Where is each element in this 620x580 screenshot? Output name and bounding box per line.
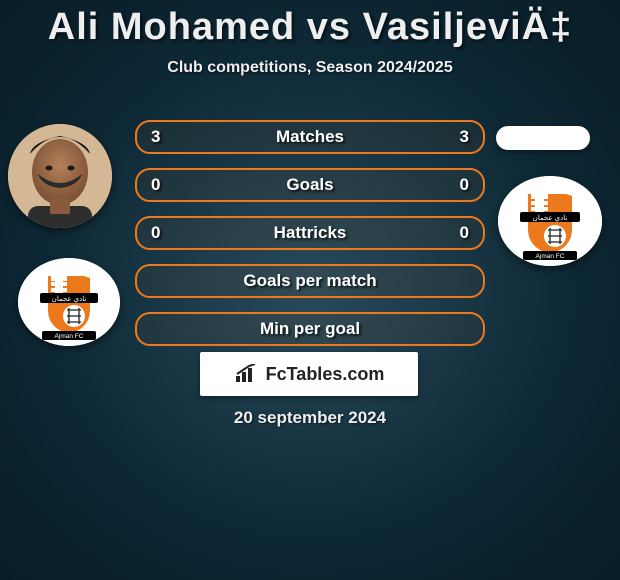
stat-label: Matches [276, 127, 344, 147]
page-title: Ali Mohamed vs VasiljeviÄ‡ [0, 0, 620, 49]
stat-label: Goals [286, 175, 333, 195]
club-label-ar: نادي عجمان [52, 295, 87, 303]
stat-label: Goals per match [243, 271, 376, 291]
stat-row-hattricks: 0 Hattricks 0 [135, 216, 485, 250]
watermark-badge: FcTables.com [200, 352, 418, 396]
player-right-avatar [496, 126, 590, 150]
stat-right-value: 0 [460, 175, 469, 195]
stat-left-value: 0 [151, 223, 160, 243]
stat-label: Min per goal [260, 319, 360, 339]
stat-label: Hattricks [274, 223, 347, 243]
subtitle: Club competitions, Season 2024/2025 [0, 59, 620, 77]
club-label-en: Ajman FC [55, 333, 84, 340]
stat-row-goals-per-match: Goals per match [135, 264, 485, 298]
player-left-club-logo: نادي عجمان Ajman FC [18, 258, 120, 346]
club-label-en: Ajman FC [536, 253, 565, 260]
player-right-club-logo: نادي عجمان Ajman FC [498, 176, 602, 266]
stat-row-goals: 0 Goals 0 [135, 168, 485, 202]
stat-left-value: 0 [151, 175, 160, 195]
stats-list: 3 Matches 3 0 Goals 0 0 Hattricks 0 Goal… [135, 120, 485, 360]
chart-icon [234, 364, 260, 384]
comparison-card: Ali Mohamed vs VasiljeviÄ‡ Club competit… [0, 0, 620, 580]
watermark-text: FcTables.com [266, 364, 385, 385]
stat-right-value: 0 [460, 223, 469, 243]
stat-left-value: 3 [151, 127, 160, 147]
club-label-ar: نادي عجمان [533, 214, 568, 222]
player-left-avatar [8, 124, 112, 228]
stat-right-value: 3 [460, 127, 469, 147]
date-label: 20 september 2024 [0, 408, 620, 428]
stat-row-min-per-goal: Min per goal [135, 312, 485, 346]
stat-row-matches: 3 Matches 3 [135, 120, 485, 154]
